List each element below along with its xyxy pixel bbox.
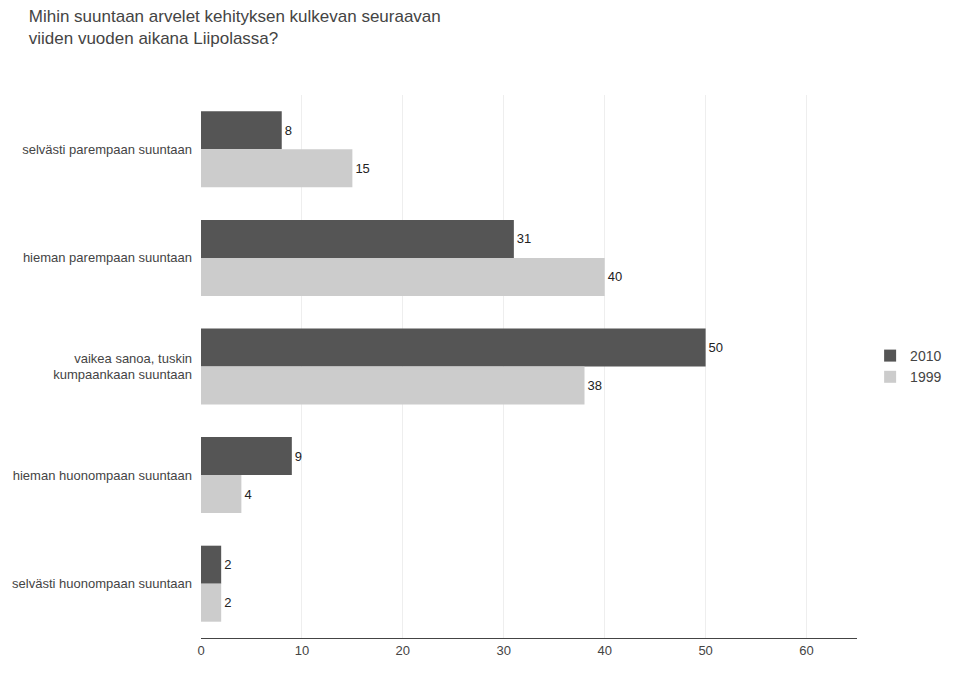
- svg-text:2: 2: [224, 557, 231, 572]
- svg-text:10: 10: [295, 643, 309, 658]
- svg-text:hieman huonompaan suuntaan: hieman huonompaan suuntaan: [13, 468, 192, 483]
- svg-text:selvästi parempaan suuntaan: selvästi parempaan suuntaan: [22, 142, 192, 157]
- svg-text:vaikea sanoa, tuskinkumpaankaa: vaikea sanoa, tuskinkumpaankaan suuntaan: [53, 351, 192, 383]
- svg-text:Mihin suuntaan arvelet kehityk: Mihin suuntaan arvelet kehityksen kulkev…: [29, 7, 441, 48]
- svg-text:9: 9: [295, 449, 302, 464]
- svg-text:15: 15: [355, 161, 369, 176]
- svg-text:20: 20: [396, 643, 410, 658]
- svg-text:hieman parempaan suuntaan: hieman parempaan suuntaan: [23, 250, 192, 265]
- svg-text:40: 40: [597, 643, 611, 658]
- svg-text:1999: 1999: [910, 369, 941, 385]
- svg-text:0: 0: [197, 643, 204, 658]
- svg-text:31: 31: [517, 231, 531, 246]
- svg-text:selvästi huonompaan suuntaan: selvästi huonompaan suuntaan: [12, 576, 192, 591]
- svg-text:60: 60: [799, 643, 813, 658]
- svg-text:2: 2: [224, 595, 231, 610]
- svg-text:30: 30: [497, 643, 511, 658]
- svg-text:40: 40: [608, 269, 622, 284]
- svg-text:4: 4: [244, 487, 251, 502]
- svg-text:8: 8: [285, 123, 292, 138]
- svg-text:2010: 2010: [910, 348, 941, 364]
- svg-text:50: 50: [698, 643, 712, 658]
- svg-text:50: 50: [709, 340, 723, 355]
- svg-text:38: 38: [588, 378, 602, 393]
